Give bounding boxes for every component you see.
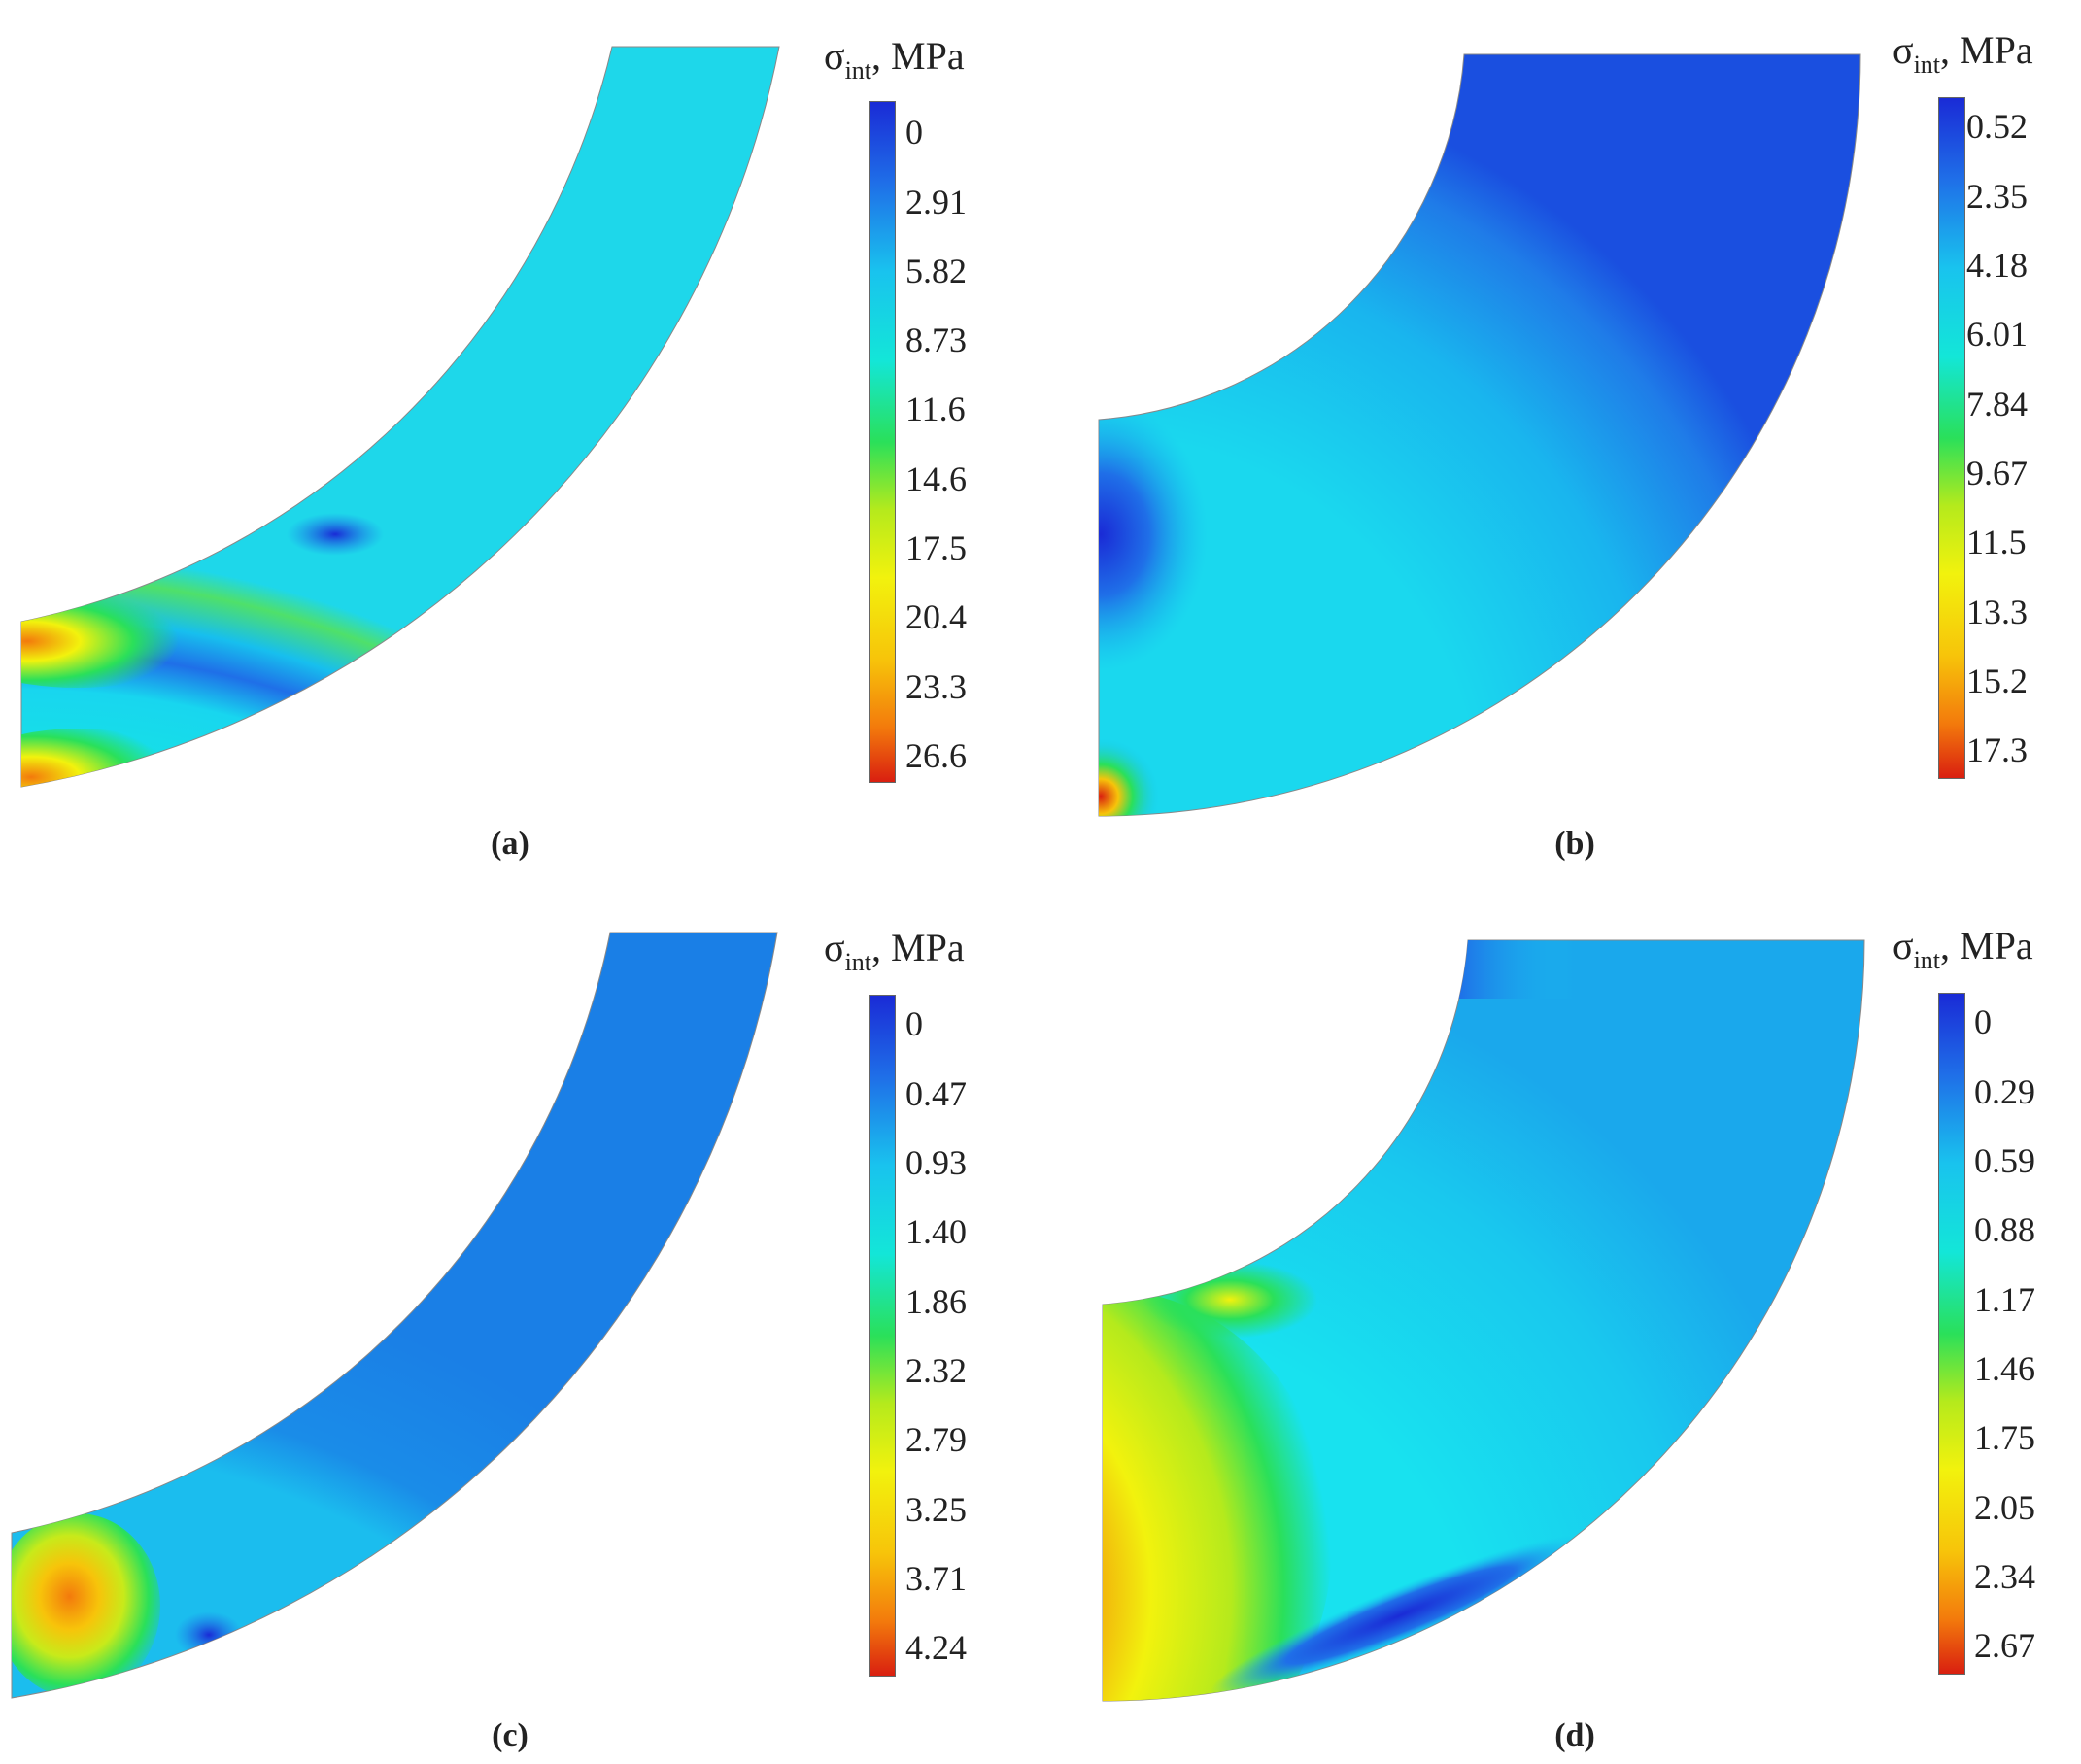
tick-label: 2.32 (905, 1351, 967, 1390)
hotspot-d-inner (1143, 1261, 1317, 1339)
tick-label: 1.75 (1974, 1418, 2035, 1457)
colorbar-title-c: σint, MPa (824, 925, 965, 977)
tick-label: 1.40 (905, 1212, 967, 1251)
tick-label: 1.86 (905, 1282, 967, 1321)
unit-label: , MPa (1940, 924, 2033, 967)
tick-label: 26.6 (905, 736, 967, 775)
tick-label: 2.91 (905, 183, 967, 221)
tick-label: 0.93 (905, 1143, 967, 1182)
quantity-subscript: int (844, 56, 872, 85)
contour-field-c (11, 932, 778, 1699)
tick-label: 11.5 (1966, 523, 2027, 561)
tick-label: 1.17 (1974, 1280, 2035, 1319)
quantity-symbol: σ (824, 34, 845, 78)
tick-label: 13.3 (1966, 593, 2028, 631)
tick-label: 20.4 (905, 597, 967, 636)
colorbar-d (1938, 993, 1965, 1675)
tick-label: 5.82 (905, 252, 967, 290)
colorbar-a (869, 101, 896, 783)
tick-label: 23.3 (905, 667, 967, 706)
tick-label: 0.59 (1974, 1141, 2035, 1180)
quantity-subscript: int (1913, 51, 1941, 79)
tick-label: 2.79 (905, 1420, 967, 1459)
low-spot-a2 (408, 628, 525, 674)
tick-label: 4.18 (1966, 246, 2028, 285)
tick-label: 0 (905, 113, 923, 152)
low-spot-c2 (306, 1596, 384, 1635)
hotspot-b (1099, 738, 1159, 816)
hotspot-c (12, 1513, 160, 1698)
tick-label: 3.25 (905, 1490, 967, 1529)
tick-label: 0.88 (1974, 1210, 2035, 1249)
low-spot-a1 (287, 513, 384, 556)
low-band-d (1211, 1535, 1589, 1696)
tick-label: 3.71 (905, 1559, 967, 1598)
tick-label: 2.34 (1974, 1557, 2035, 1596)
quantity-symbol: σ (1893, 28, 1914, 72)
tick-label: 2.35 (1966, 177, 2028, 216)
tick-label: 15.2 (1966, 662, 2028, 700)
tick-label: 0.47 (905, 1074, 967, 1113)
colorbar-title-b: σint, MPa (1893, 27, 2033, 80)
hotspot-a-upper (21, 594, 204, 688)
unit-label: , MPa (1940, 28, 2033, 72)
tick-label: 1.46 (1974, 1349, 2035, 1388)
colorbar-c (869, 995, 896, 1677)
tick-label: 11.6 (905, 390, 966, 428)
unit-label: , MPa (871, 926, 965, 969)
contour-field-b (1098, 53, 1861, 817)
low-spot-b (1099, 398, 1208, 670)
panel-c: σint, MPa 0 0.47 0.93 1.40 1.86 2.32 2.7… (0, 882, 1040, 1764)
contour-plot-c (11, 932, 778, 1699)
panel-b: σint, MPa 0.52 2.35 4.18 6.01 7.84 9.67 … (1040, 0, 2081, 882)
quantity-symbol: σ (1893, 924, 1914, 967)
tick-label: 0 (905, 1004, 923, 1043)
colorbar-title-d: σint, MPa (1893, 923, 2033, 975)
panel-a: σint, MPa 0 2.91 5.82 8.73 11.6 14.6 17.… (0, 0, 1040, 882)
tick-label: 0.52 (1966, 107, 2028, 146)
panel-d: σint, MPa 0 0.29 0.59 0.88 1.17 1.46 1.7… (1040, 882, 2081, 1764)
low-band-d-top (1458, 940, 1575, 999)
caption-a: (a) (491, 826, 529, 862)
colorbar-b (1938, 97, 1965, 779)
tick-label: 17.3 (1966, 730, 2028, 769)
contour-plot-a (20, 46, 780, 788)
caption-c: (c) (492, 1717, 529, 1753)
tick-label: 8.73 (905, 321, 967, 359)
quantity-symbol: σ (824, 926, 845, 969)
unit-label: , MPa (871, 34, 965, 78)
contour-field-a (20, 46, 780, 788)
tick-label: 2.67 (1974, 1626, 2035, 1665)
tick-label: 4.24 (905, 1628, 967, 1667)
tick-label: 6.01 (1966, 315, 2028, 354)
tick-label: 2.05 (1974, 1488, 2035, 1527)
quantity-subscript: int (1913, 946, 1941, 974)
quantity-subscript: int (844, 948, 872, 976)
contour-plot-b (1098, 53, 1861, 817)
tick-label: 14.6 (905, 459, 967, 498)
colorbar-title-a: σint, MPa (824, 33, 965, 85)
caption-b: (b) (1554, 826, 1595, 862)
caption-d: (d) (1554, 1717, 1595, 1753)
hotspot-d (1103, 1290, 1332, 1701)
tick-label: 0.29 (1974, 1072, 2035, 1111)
contour-plot-d (1102, 939, 1865, 1702)
tick-label: 7.84 (1966, 385, 2028, 424)
tick-label: 0 (1974, 1002, 1992, 1041)
tick-label: 17.5 (905, 528, 967, 567)
tick-label: 9.67 (1966, 454, 2028, 492)
